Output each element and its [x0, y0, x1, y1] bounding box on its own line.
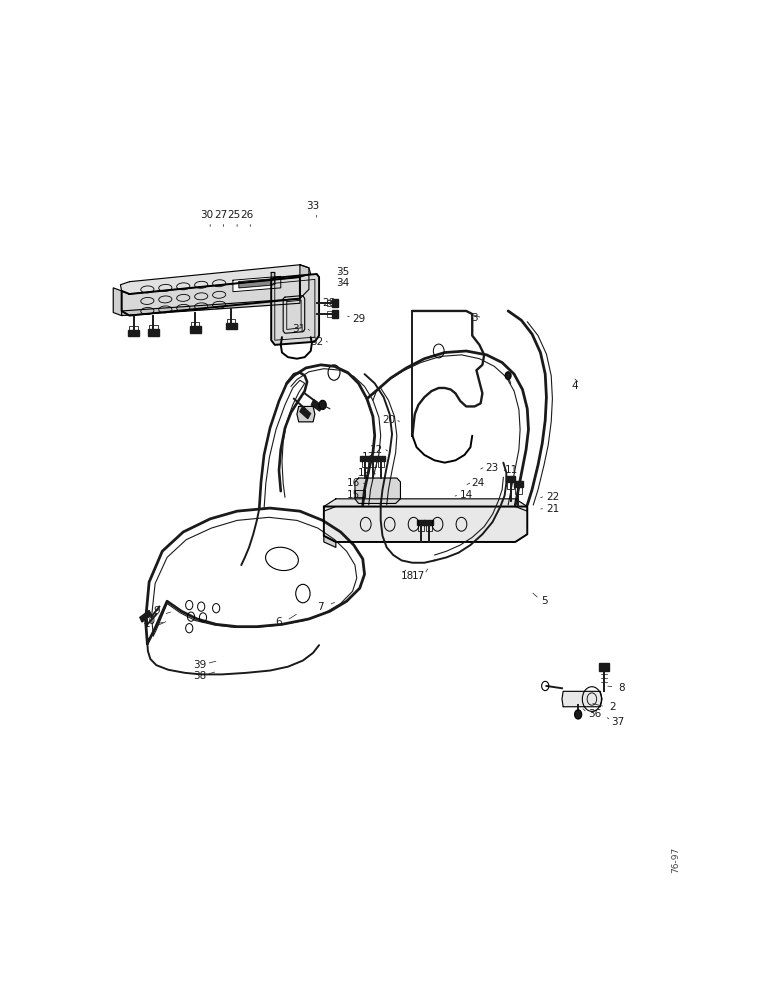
Text: 7: 7	[317, 602, 324, 612]
Text: 18: 18	[401, 571, 415, 581]
Bar	[418, 524, 424, 531]
Text: 16: 16	[347, 478, 361, 488]
Bar	[425, 520, 433, 525]
Bar	[506, 476, 516, 482]
Text: 23: 23	[485, 463, 498, 473]
Bar	[507, 481, 514, 489]
Text: 39: 39	[193, 660, 206, 670]
Circle shape	[574, 710, 582, 719]
Bar	[130, 326, 137, 332]
Bar	[140, 610, 151, 622]
Bar	[425, 524, 432, 531]
Bar	[513, 481, 523, 487]
Polygon shape	[324, 507, 527, 542]
Text: 4: 4	[572, 381, 578, 391]
Text: 37: 37	[611, 717, 625, 727]
Polygon shape	[283, 296, 305, 333]
Text: 34: 34	[337, 278, 350, 288]
Text: 11: 11	[505, 465, 518, 475]
Text: 36: 36	[587, 709, 601, 719]
Bar	[369, 456, 377, 461]
Bar	[417, 520, 425, 525]
Bar	[327, 300, 332, 306]
Text: 35: 35	[337, 267, 350, 277]
Text: 6: 6	[276, 617, 283, 627]
Polygon shape	[286, 300, 301, 329]
Polygon shape	[113, 288, 122, 316]
Bar	[149, 325, 157, 331]
Text: 24: 24	[472, 478, 485, 488]
Polygon shape	[324, 499, 527, 511]
Text: 20: 20	[382, 415, 395, 425]
Text: 31: 31	[292, 324, 306, 334]
Text: 25: 25	[228, 210, 241, 220]
Bar	[300, 406, 310, 419]
Text: 76-97: 76-97	[671, 847, 680, 873]
Text: 33: 33	[306, 201, 320, 211]
Bar	[515, 487, 522, 494]
Polygon shape	[271, 272, 275, 285]
Polygon shape	[562, 691, 602, 707]
Text: 38: 38	[193, 671, 206, 681]
Bar	[190, 326, 201, 333]
Text: 26: 26	[241, 210, 254, 220]
Text: 3: 3	[472, 313, 478, 323]
Text: 30: 30	[201, 210, 214, 220]
Text: 15: 15	[347, 490, 361, 500]
Bar	[332, 310, 337, 318]
Bar	[148, 329, 159, 336]
Polygon shape	[355, 478, 401, 503]
Text: 5: 5	[540, 596, 547, 606]
Bar	[225, 323, 236, 329]
Bar	[128, 330, 139, 336]
Bar	[191, 322, 199, 328]
Text: 32: 32	[310, 337, 323, 347]
Text: 21: 21	[546, 504, 559, 514]
Text: 8: 8	[618, 683, 625, 693]
Text: 14: 14	[459, 490, 473, 500]
Polygon shape	[120, 265, 310, 294]
Bar	[327, 311, 332, 317]
Bar	[311, 400, 322, 411]
Polygon shape	[300, 265, 309, 299]
Bar	[377, 456, 385, 461]
Text: 19: 19	[358, 468, 371, 478]
Bar	[599, 663, 608, 671]
Bar	[370, 460, 376, 467]
Bar	[332, 299, 337, 307]
Text: 28: 28	[322, 298, 335, 308]
Text: 1: 1	[144, 619, 151, 629]
Bar	[378, 460, 384, 467]
Circle shape	[319, 400, 327, 410]
Text: 22: 22	[546, 492, 559, 502]
Polygon shape	[233, 276, 281, 292]
Text: 27: 27	[215, 210, 228, 220]
Polygon shape	[239, 279, 275, 288]
Bar	[361, 460, 367, 467]
Bar	[361, 456, 369, 461]
Text: 9: 9	[153, 606, 160, 616]
Polygon shape	[297, 406, 315, 422]
Text: 29: 29	[352, 314, 365, 324]
Text: 17: 17	[411, 571, 425, 581]
Polygon shape	[271, 274, 319, 345]
Text: 13: 13	[362, 452, 375, 462]
Polygon shape	[122, 299, 300, 316]
Bar	[227, 319, 235, 325]
Text: 12: 12	[370, 445, 383, 455]
Polygon shape	[324, 536, 336, 547]
Text: 10: 10	[143, 615, 156, 626]
Polygon shape	[122, 277, 300, 316]
Polygon shape	[355, 490, 364, 497]
Circle shape	[505, 372, 511, 379]
Text: 2: 2	[609, 702, 615, 712]
